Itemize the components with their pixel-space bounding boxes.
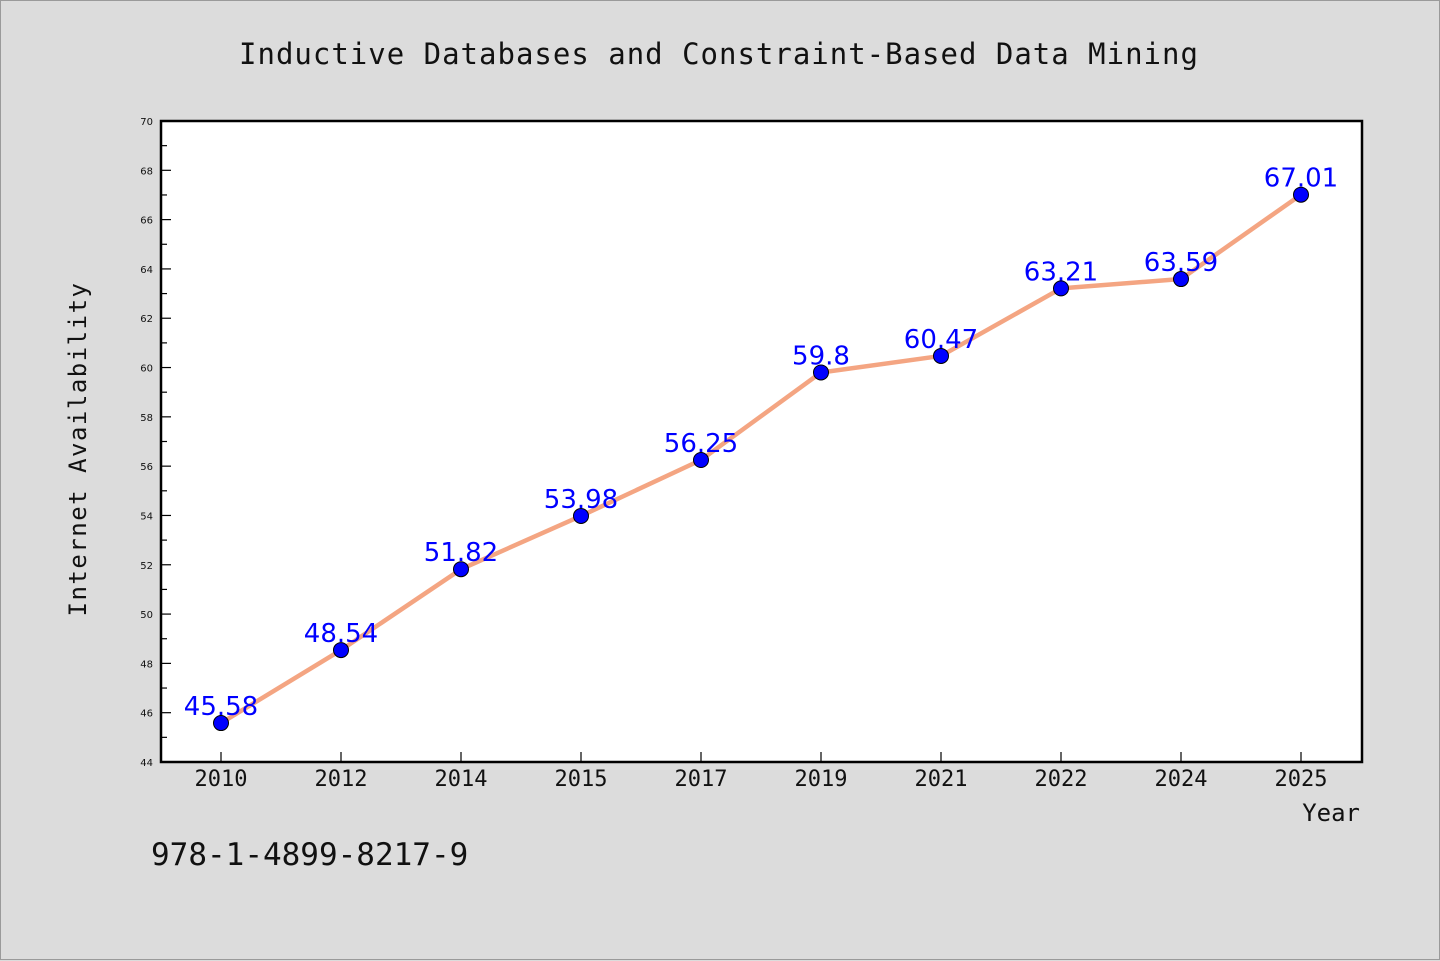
plot-area — [159, 119, 1364, 764]
x-tick-label: 2022 — [1035, 767, 1088, 792]
data-labels: 45.58 48.54 51.82 53.98 56.25 59.8 60.47 63.21 6… — [184, 164, 1338, 722]
y-tick-label: 58 — [140, 413, 153, 424]
x-tick-label: 2017 — [675, 767, 728, 792]
y-tick-label: 46 — [140, 709, 153, 720]
x-axis-ticks — [220, 752, 1302, 762]
y-tick-label: 52 — [140, 561, 153, 572]
y-tick-label: 50 — [140, 610, 153, 621]
data-point — [453, 561, 469, 578]
data-point — [1293, 186, 1309, 203]
isbn-text: 978-1-4899-8217-9 — [151, 837, 468, 873]
data-label: 63.59 — [1144, 248, 1218, 278]
data-label: 48.54 — [304, 619, 378, 649]
data-point — [1053, 280, 1069, 297]
y-axis-ticks — [161, 120, 171, 763]
data-point — [573, 507, 589, 524]
y-tick-label: 56 — [140, 462, 153, 473]
data-label: 63.21 — [1024, 257, 1098, 287]
data-label: 53.98 — [544, 485, 618, 515]
y-tick-label: 44 — [140, 758, 153, 769]
y-tick-label: 66 — [140, 216, 153, 227]
data-point — [933, 347, 949, 364]
data-label: 56.25 — [664, 429, 738, 459]
x-tick-label: 2025 — [1275, 767, 1328, 792]
y-tick-label: 70 — [140, 117, 153, 128]
x-tick-label: 2010 — [195, 767, 248, 792]
data-point — [1173, 271, 1189, 288]
chart-title: Inductive Databases and Constraint-Based… — [239, 37, 1199, 71]
x-tick-label: 2024 — [1155, 767, 1208, 792]
data-label: 45.58 — [184, 692, 258, 722]
x-tick-label: 2015 — [555, 767, 608, 792]
data-label: 67.01 — [1264, 164, 1338, 194]
data-point — [213, 715, 229, 732]
data-label: 60.47 — [904, 325, 978, 355]
y-axis-label: Internet Availability — [64, 282, 92, 617]
x-tick-label: 2021 — [915, 767, 968, 792]
y-tick-label: 60 — [140, 364, 153, 375]
x-axis-tick-labels: 2010 2012 2014 2015 2017 2019 2021 2022 2024 2025 — [195, 767, 1328, 792]
series-group — [213, 186, 1309, 732]
y-axis-tick-labels: 44 46 48 50 52 54 56 58 60 62 64 66 68 70 — [140, 117, 153, 769]
data-point — [813, 364, 829, 381]
x-tick-label: 2012 — [315, 767, 368, 792]
x-tick-label: 2014 — [435, 767, 488, 792]
y-tick-label: 68 — [140, 166, 153, 177]
y-tick-label: 64 — [140, 265, 153, 276]
y-tick-label: 54 — [140, 511, 153, 522]
data-label: 59.8 — [792, 341, 850, 371]
series-line — [218, 192, 1304, 726]
data-point — [333, 642, 349, 659]
y-tick-label: 62 — [140, 314, 153, 325]
data-label: 51.82 — [424, 538, 498, 568]
x-axis-label: Year — [1302, 799, 1360, 827]
y-tick-label: 48 — [140, 659, 153, 670]
data-point — [693, 451, 709, 468]
x-tick-label: 2019 — [795, 767, 848, 792]
